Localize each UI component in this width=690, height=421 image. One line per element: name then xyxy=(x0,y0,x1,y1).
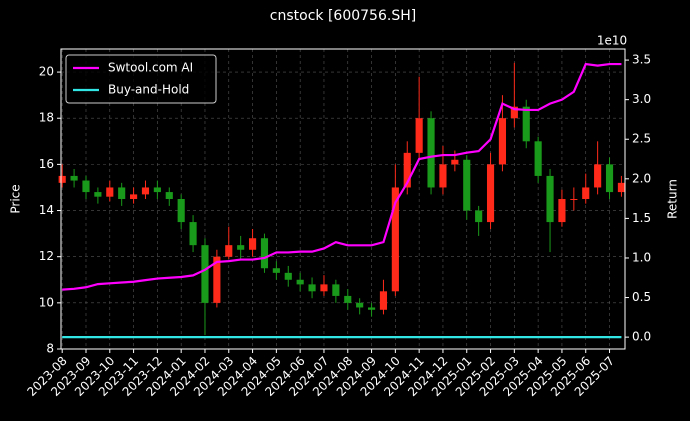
plot-frame xyxy=(60,48,626,350)
candle-body xyxy=(118,187,126,199)
y2-tick-label: 2.5 xyxy=(632,132,651,146)
candle-body xyxy=(570,199,578,200)
candle-body xyxy=(94,192,102,197)
candle-body xyxy=(486,164,495,223)
y2-tick-label: 3.0 xyxy=(632,92,651,106)
candle-body xyxy=(594,164,602,188)
y2-tick-label: 0.5 xyxy=(632,290,651,304)
legend-label: Swtool.com AI xyxy=(108,61,193,75)
y2-tick-label: 1.5 xyxy=(632,211,651,225)
candle-body xyxy=(153,187,161,193)
candle-body xyxy=(308,284,316,292)
y-tick-label: 12 xyxy=(39,249,54,263)
candle-body xyxy=(510,106,518,119)
candle-body xyxy=(617,182,625,193)
y2-tick-label: 3.5 xyxy=(632,53,651,67)
candle-body xyxy=(70,175,78,181)
y-tick-label: 10 xyxy=(39,295,54,309)
candle-body xyxy=(82,180,90,193)
candle-body xyxy=(463,159,471,211)
candle-body xyxy=(296,279,304,285)
candle-body xyxy=(58,175,66,183)
y-tick-label: 14 xyxy=(39,203,54,217)
y2-tick-label: 0.0 xyxy=(632,330,651,344)
candle-body xyxy=(106,187,114,197)
candle-body xyxy=(272,268,280,273)
candle-body xyxy=(451,159,459,165)
candle-body xyxy=(344,295,352,303)
candle-body xyxy=(225,245,233,257)
candle-body xyxy=(558,199,566,223)
y2-axis-label: Return xyxy=(666,179,680,219)
chart-title: cnstock [600756.SH] xyxy=(270,8,416,24)
candle-body xyxy=(475,210,483,223)
candle-body xyxy=(213,256,221,303)
candle-body xyxy=(237,245,245,250)
candle-body xyxy=(605,164,614,193)
candle-body xyxy=(498,118,507,165)
y-tick-label: 18 xyxy=(39,111,54,125)
candle-body xyxy=(141,187,150,195)
candle-body xyxy=(260,238,269,269)
candle-body xyxy=(249,238,257,250)
candle-body xyxy=(582,187,590,199)
y-tick-label: 20 xyxy=(39,65,54,79)
y-tick-label: 16 xyxy=(39,157,54,171)
legend-label: Buy-and-Hold xyxy=(108,83,189,97)
y-axis-label: Price xyxy=(9,184,23,213)
candle-body xyxy=(189,222,197,246)
candle-body xyxy=(320,284,328,292)
candle-body xyxy=(427,118,435,188)
candle-body xyxy=(546,175,554,223)
legend-box xyxy=(65,54,217,104)
candle-body xyxy=(201,245,209,303)
y2-tick-label: 1.0 xyxy=(632,250,651,264)
candle-body xyxy=(165,192,173,199)
candle-body xyxy=(534,141,542,176)
candle-body xyxy=(356,302,364,308)
candle-body xyxy=(332,284,340,296)
candle-body xyxy=(522,106,530,142)
candle-body xyxy=(379,291,388,310)
candle-body xyxy=(130,194,138,199)
candle-body xyxy=(177,199,185,223)
series-line xyxy=(62,62,622,291)
y2-tick-label: 2.0 xyxy=(632,171,651,185)
candle-body xyxy=(284,272,292,280)
y2-offset-label: 1e10 xyxy=(597,34,627,48)
candle-body xyxy=(415,118,423,153)
y-tick-label: 8 xyxy=(46,342,54,356)
candle-body xyxy=(367,307,376,310)
candle-body xyxy=(439,164,447,188)
candle-body xyxy=(403,152,411,188)
candle-body xyxy=(391,187,399,292)
